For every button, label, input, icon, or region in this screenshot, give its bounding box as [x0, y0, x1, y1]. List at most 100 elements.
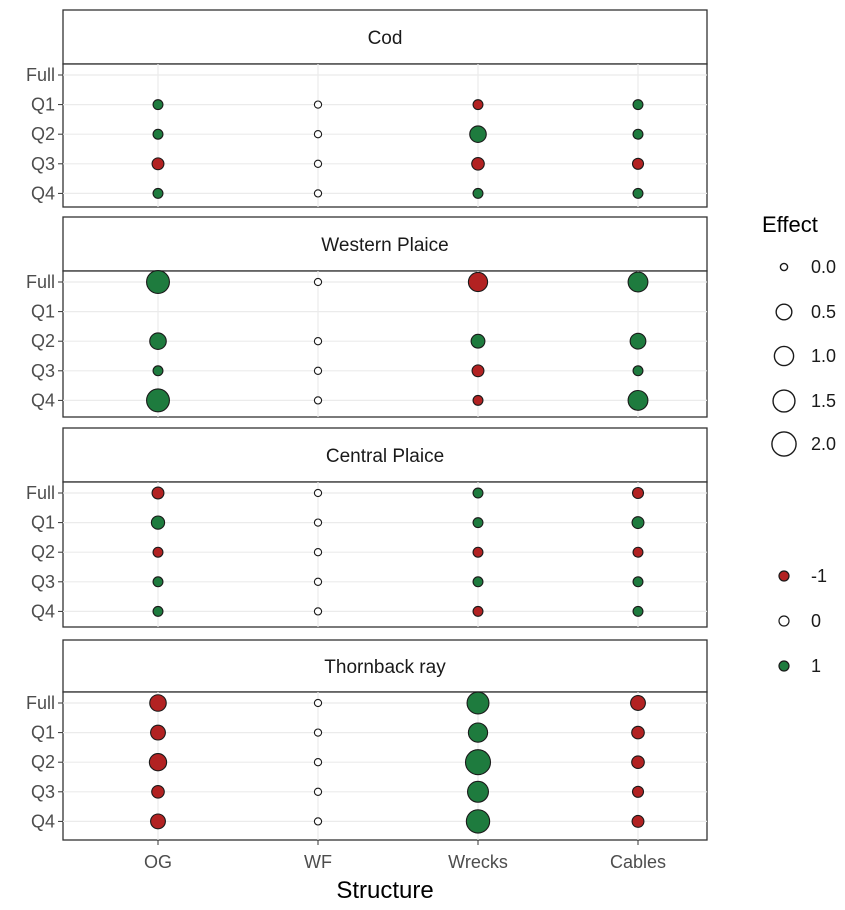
- legend-color-key: [778, 615, 790, 627]
- legend-size-key: [779, 262, 789, 272]
- data-point: [471, 364, 485, 378]
- y-tick-label: Q2: [31, 124, 55, 144]
- legend-size-key: [772, 389, 796, 413]
- data-point: [470, 333, 486, 349]
- y-tick-label: Full: [26, 65, 55, 85]
- x-tick-label: Cables: [610, 852, 666, 872]
- y-tick-label: Q4: [31, 390, 55, 410]
- data-point: [632, 365, 644, 377]
- data-point: [472, 487, 484, 499]
- panel-title: Thornback ray: [324, 657, 446, 678]
- data-point: [146, 270, 170, 294]
- data-point: [467, 780, 489, 803]
- y-tick-label: Q2: [31, 542, 55, 562]
- data-point: [472, 187, 484, 199]
- data-point: [631, 157, 645, 170]
- legend-size-label: 1.0: [811, 346, 836, 366]
- data-point: [472, 99, 484, 111]
- data-point: [313, 100, 323, 109]
- y-tick-label: Q1: [31, 723, 55, 743]
- legend-size-key: [771, 431, 797, 457]
- legend-size-label: 1.5: [811, 391, 836, 411]
- plot-panel: [62, 63, 708, 208]
- legend-size-label: 0.5: [811, 302, 836, 322]
- data-point: [149, 332, 167, 350]
- x-tick-label: Wrecks: [448, 852, 508, 872]
- data-point: [466, 691, 490, 715]
- y-tick-label: Full: [26, 483, 55, 503]
- data-point: [152, 576, 164, 588]
- legend-color-key: [778, 570, 790, 582]
- strip-box: [62, 216, 708, 272]
- data-point: [146, 388, 170, 413]
- data-point: [313, 396, 323, 405]
- data-point: [313, 366, 323, 375]
- data-point: [464, 749, 492, 776]
- data-point: [152, 605, 164, 617]
- data-point: [313, 130, 323, 139]
- legend-color-key: [778, 660, 790, 672]
- data-point: [313, 159, 323, 168]
- data-point: [149, 694, 167, 712]
- data-point: [630, 695, 646, 711]
- legend-size-key: [773, 345, 795, 367]
- y-tick-label: Q1: [31, 302, 55, 322]
- y-tick-label: Q4: [31, 601, 55, 621]
- data-point: [313, 607, 323, 616]
- data-point: [152, 546, 164, 558]
- plot-panel: [62, 481, 708, 628]
- y-tick-label: Q3: [31, 572, 55, 592]
- panel-title: Western Plaice: [321, 235, 448, 256]
- data-point: [471, 156, 485, 171]
- data-point: [313, 758, 323, 767]
- data-point: [632, 605, 644, 617]
- y-tick-label: Q3: [31, 782, 55, 802]
- data-point: [313, 488, 323, 498]
- legend-title-effect: Effect: [762, 212, 818, 237]
- x-tick-label: OG: [144, 852, 172, 872]
- y-tick-label: Full: [26, 693, 55, 713]
- data-point: [313, 189, 323, 198]
- data-point: [313, 337, 323, 346]
- data-point: [150, 515, 166, 530]
- data-point: [631, 814, 645, 828]
- y-tick-label: Q4: [31, 811, 55, 831]
- y-tick-label: Q1: [31, 513, 55, 533]
- data-point: [631, 516, 645, 530]
- data-point: [152, 365, 164, 377]
- data-point: [472, 517, 484, 529]
- data-point: [313, 817, 323, 826]
- data-point: [313, 698, 323, 708]
- legend-color-label: -1: [811, 566, 827, 586]
- data-point: [148, 753, 168, 772]
- legend-size-label: 0.0: [811, 257, 836, 277]
- data-point: [152, 128, 164, 140]
- data-point: [632, 99, 644, 111]
- data-point: [472, 546, 484, 558]
- data-point: [467, 271, 489, 293]
- data-point: [152, 99, 164, 111]
- strip-box: [62, 639, 708, 693]
- plot-panel: [62, 270, 708, 418]
- data-point: [313, 277, 323, 287]
- plot-panel: [62, 691, 708, 841]
- data-point: [631, 725, 645, 740]
- y-tick-label: Q3: [31, 154, 55, 174]
- data-point: [632, 187, 644, 199]
- data-point: [472, 576, 484, 588]
- data-point: [631, 755, 645, 770]
- y-tick-label: Full: [26, 272, 55, 292]
- data-point: [632, 576, 644, 588]
- x-axis-title: Structure: [336, 877, 433, 904]
- legend-size-label: 2.0: [811, 434, 836, 454]
- data-point: [469, 125, 487, 143]
- data-point: [313, 728, 323, 737]
- data-point: [151, 157, 165, 171]
- data-point: [150, 724, 166, 741]
- x-tick-label: WF: [304, 852, 332, 872]
- y-tick-label: Q3: [31, 361, 55, 381]
- data-point: [631, 785, 645, 798]
- data-point: [465, 809, 491, 834]
- data-point: [632, 128, 644, 140]
